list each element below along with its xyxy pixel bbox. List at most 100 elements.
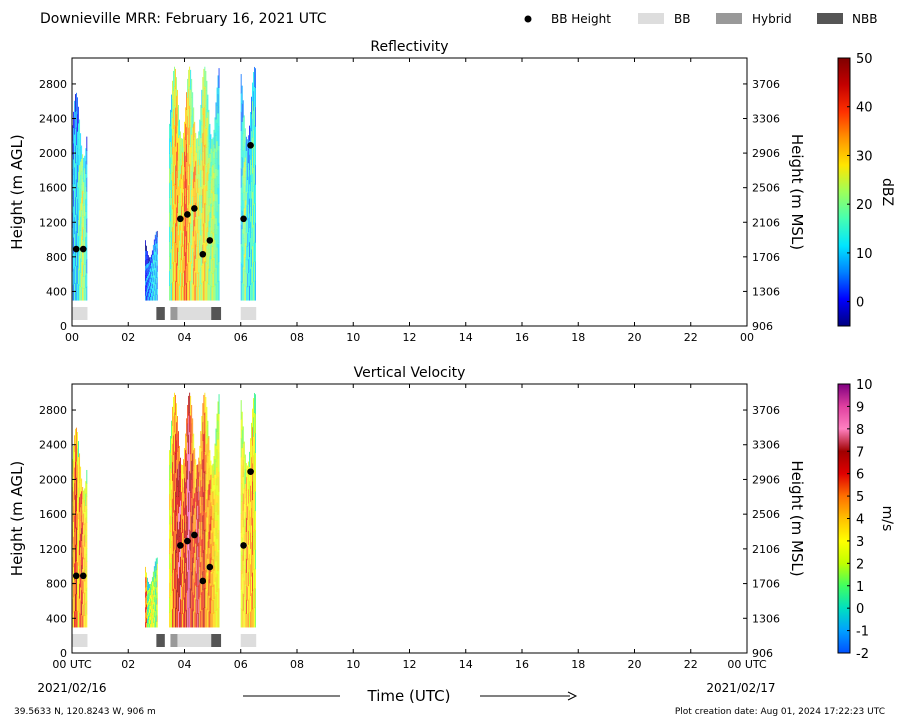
echo-cell [187, 608, 189, 628]
colorbar-tick-label: 2 [856, 557, 864, 572]
echo-cell [197, 286, 199, 301]
echo-cell [153, 621, 155, 628]
echo-cell [215, 267, 217, 285]
echo-cell [217, 420, 219, 440]
echo-cell [153, 606, 155, 613]
echo-cell [252, 554, 253, 573]
echo-cell [210, 175, 212, 191]
echo-cell [169, 553, 170, 569]
echo-cell [214, 132, 216, 149]
echo-cell [251, 283, 252, 301]
echo-cell [81, 589, 83, 603]
echo-cell [185, 267, 187, 285]
echo-cell [185, 594, 187, 612]
echo-cell [156, 557, 158, 564]
echo-cell [184, 492, 186, 509]
echo-cell [182, 505, 183, 520]
echo-cell [196, 152, 198, 167]
echo-cell [242, 183, 244, 201]
echo-cell [75, 197, 76, 215]
echo-cell [81, 602, 83, 616]
echo-cell [177, 212, 178, 231]
plot-creation-date: Plot creation date: Aug 01, 2024 17:22:2… [675, 707, 885, 717]
echo-cell [152, 249, 154, 255]
echo-cell [79, 511, 81, 527]
echo-cell [255, 471, 256, 492]
echo-cell [183, 612, 185, 628]
echo-cell [179, 285, 180, 301]
echo-cell [206, 498, 208, 518]
echo-cell [149, 609, 151, 614]
echo-cell [249, 481, 250, 497]
echo-cell [178, 545, 179, 563]
echo-cell [207, 94, 209, 113]
colorbar-tick-label: 4 [856, 513, 864, 528]
echo-cell [194, 552, 196, 568]
echo-cell [202, 440, 204, 460]
echo-cell [176, 608, 177, 628]
echo-cell [84, 534, 86, 547]
echo-cell [243, 549, 245, 566]
echo-cell [181, 586, 182, 601]
echo-cell [187, 226, 189, 246]
echo-cell [181, 192, 182, 207]
echo-cell [85, 493, 87, 506]
echo-cell [191, 281, 193, 301]
echo-cell [79, 569, 81, 585]
echo-cell [192, 505, 194, 524]
echo-cell [169, 285, 170, 301]
echo-cell [247, 286, 249, 301]
echo-cell [77, 448, 78, 465]
echo-cell [242, 560, 244, 578]
echo-cell [83, 604, 85, 617]
echo-cell [205, 569, 207, 590]
echo-cell [212, 205, 214, 220]
echo-cell [181, 165, 182, 180]
echo-cell [152, 571, 154, 577]
echo-cell [190, 184, 192, 205]
echo-cell [74, 167, 75, 185]
echo-cell [182, 152, 183, 167]
echo-cell [197, 532, 199, 547]
echo-cell [189, 607, 191, 628]
echo-cell [152, 608, 154, 614]
echo-cell [250, 253, 251, 270]
echo-cell [246, 286, 248, 301]
x-tick-label: 02 [121, 331, 135, 344]
echo-cell [147, 614, 148, 620]
echo-cell [244, 242, 246, 258]
echo-cell [192, 109, 194, 128]
echo-cell [145, 295, 146, 301]
echo-cell [169, 211, 170, 228]
echo-cell [81, 197, 83, 211]
echo-cell [215, 118, 217, 136]
echo-cell [241, 157, 243, 176]
echo-cell [86, 613, 88, 628]
echo-cell [184, 255, 186, 271]
echo-cell [194, 121, 196, 138]
echo-cell [204, 392, 206, 413]
echo-cell [191, 244, 193, 264]
echo-cell [81, 577, 83, 591]
echo-cell [245, 463, 247, 478]
echo-cell [243, 176, 245, 193]
echo-cell [149, 605, 150, 610]
echo-cell [202, 169, 204, 190]
echo-cell [172, 571, 173, 591]
echo-cell [244, 497, 246, 513]
echo-cell [200, 529, 202, 546]
echo-cell [155, 254, 157, 261]
echo-cell [178, 561, 179, 579]
echo-cell [193, 251, 195, 269]
echo-cell [206, 281, 208, 301]
echo-cell [154, 577, 156, 584]
echo-cell [188, 242, 190, 263]
echo-cell [154, 240, 156, 247]
echo-cell [240, 400, 242, 420]
echo-cell [177, 194, 178, 213]
echo-cell [146, 608, 147, 614]
echo-cell [186, 522, 188, 541]
echo-cell [172, 172, 173, 191]
echo-cell [245, 545, 247, 560]
